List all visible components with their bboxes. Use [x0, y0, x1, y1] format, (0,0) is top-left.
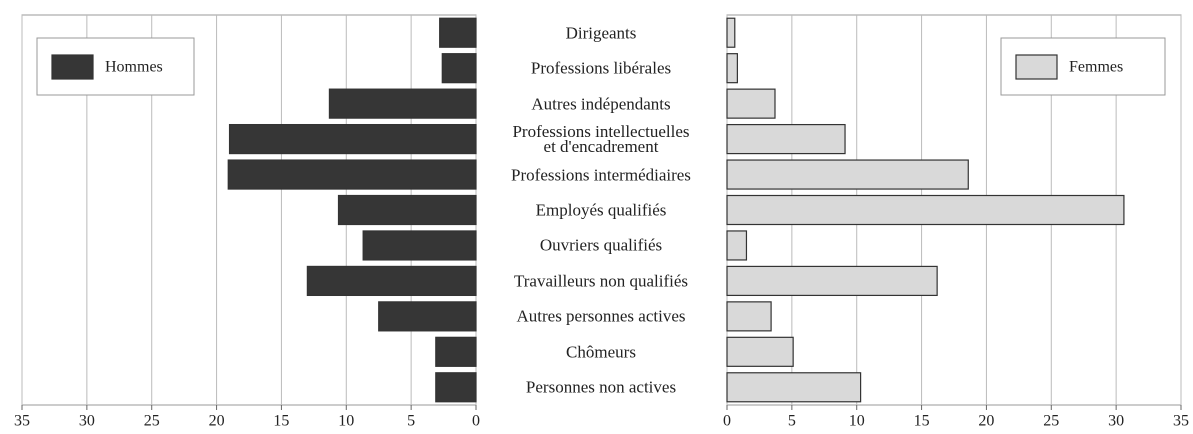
- category-label: Ouvriers qualifiés: [539, 235, 663, 255]
- bar: [439, 17, 477, 48]
- category-label: Professions intellectuelles et d'encadre…: [512, 122, 690, 157]
- x-tick-label: 35: [14, 413, 30, 430]
- bar: [328, 88, 477, 119]
- x-tick-label: 30: [1108, 413, 1124, 430]
- legend-box: [1000, 37, 1166, 96]
- bar: [726, 123, 846, 155]
- x-tick-label: 10: [849, 413, 865, 430]
- bar: [726, 194, 1125, 226]
- category-label: Dirigeants: [565, 23, 637, 43]
- bar: [726, 53, 738, 84]
- category-label: Chômeurs: [566, 342, 636, 362]
- category-label: Personnes non actives: [525, 377, 677, 397]
- bar: [306, 265, 477, 297]
- category-label: Professions intermédiaires: [511, 165, 691, 185]
- bar: [726, 265, 938, 297]
- bar: [227, 159, 477, 190]
- bar: [228, 123, 477, 155]
- x-tick-label: 0: [472, 413, 480, 430]
- bar: [726, 301, 772, 332]
- x-tick-label: 10: [338, 413, 354, 430]
- legend-label: Femmes: [1069, 59, 1123, 76]
- x-tick-label: 25: [144, 413, 160, 430]
- x-tick-label: 35: [1173, 413, 1189, 430]
- bar: [435, 336, 477, 367]
- x-tick-label: 5: [407, 413, 415, 430]
- bar: [435, 372, 477, 403]
- legend-swatch: [1015, 54, 1058, 80]
- bar: [362, 230, 477, 261]
- bar: [378, 301, 477, 332]
- bar: [726, 88, 776, 119]
- x-tick-label: 25: [1043, 413, 1059, 430]
- x-tick-label: 5: [788, 413, 796, 430]
- bar: [726, 336, 794, 367]
- x-tick-label: 0: [723, 413, 731, 430]
- x-tick-label: 15: [914, 413, 930, 430]
- x-tick-label: 30: [79, 413, 95, 430]
- bar: [726, 372, 862, 403]
- legend-swatch: [51, 54, 94, 80]
- bar: [441, 53, 477, 84]
- bar: [726, 159, 969, 190]
- category-label: Autres indépendants: [531, 94, 671, 114]
- bar: [726, 17, 736, 48]
- bar: [726, 230, 748, 261]
- category-label: Professions libérales: [530, 58, 672, 78]
- x-tick-label: 20: [978, 413, 994, 430]
- category-label: Autres personnes actives: [516, 306, 686, 326]
- x-tick-label: 15: [273, 413, 289, 430]
- legend-label: Hommes: [105, 59, 163, 76]
- category-label: Employés qualifiés: [535, 200, 667, 220]
- bar: [337, 194, 477, 226]
- x-tick-label: 20: [209, 413, 225, 430]
- category-label: Travailleurs non qualifiés: [513, 271, 689, 291]
